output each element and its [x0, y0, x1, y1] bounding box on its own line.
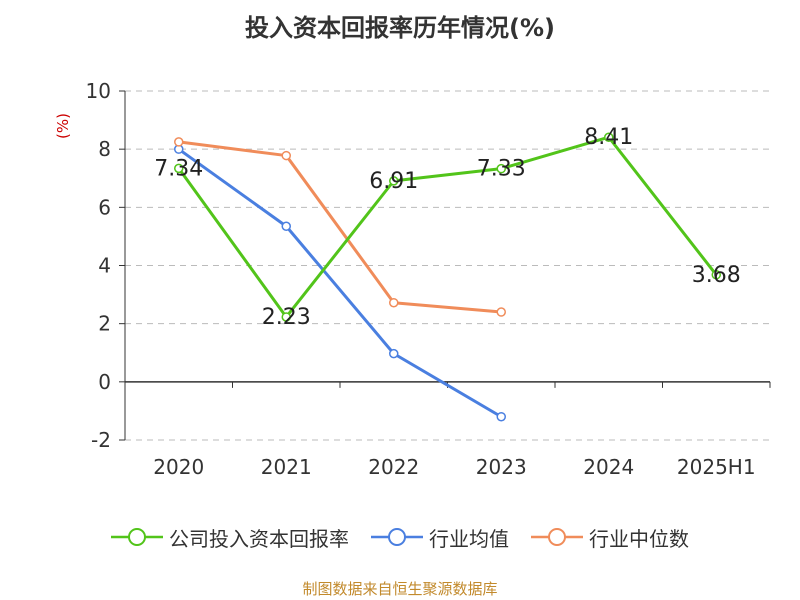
series-line-industry_median: [178, 140, 502, 314]
legend-marker-icon: [111, 528, 163, 546]
legend-label: 公司投入资本回报率: [169, 526, 349, 551]
data-labels: 7.34 2.23 6.91 7.33 8.41 3.68: [154, 125, 740, 330]
series-lines: [174, 132, 721, 422]
data-point-company: [604, 132, 614, 142]
source-note: 制图数据来自恒生聚源数据库: [302, 580, 498, 598]
y-tick-label: 0: [98, 370, 111, 394]
data-label: 7.33: [477, 157, 526, 182]
legend-marker-circle: [128, 528, 146, 546]
legend-item-industry_avg[interactable]: 行业均值: [371, 523, 509, 552]
y-tick-label: 10: [86, 79, 111, 103]
data-point-industry_median: [281, 150, 291, 161]
y-tick-label: 6: [98, 195, 111, 219]
data-point-industry_median: [174, 137, 184, 147]
data-label: 2.23: [262, 305, 311, 330]
data-point-industry_median: [496, 307, 506, 317]
data-label: 6.91: [369, 169, 418, 194]
data-point-company: [711, 270, 721, 280]
legend-label: 行业中位数: [589, 526, 689, 551]
series-line-industry_avg: [177, 147, 503, 419]
legend-item-company[interactable]: 公司投入资本回报率: [111, 523, 349, 552]
axes: -2 0 2 4 6 8 10 (%) 2020 2021 2022 2023 2024 2025H1: [54, 79, 771, 479]
legend-marker-icon: [531, 528, 583, 546]
data-label: 8.41: [584, 125, 633, 150]
data-point-industry_avg: [496, 411, 506, 422]
data-point-industry_avg: [281, 221, 291, 231]
legend-marker-circle: [548, 528, 566, 546]
y-axis-unit-label: (%): [54, 113, 72, 139]
grid-lines: [125, 90, 770, 441]
x-tick-label: 2021: [261, 455, 312, 479]
x-tick-label: 2023: [476, 455, 527, 479]
y-tick-label: 4: [98, 254, 111, 278]
y-tick-label: 8: [98, 137, 111, 161]
data-point-industry_median: [389, 297, 399, 308]
y-tick-label: -2: [91, 428, 111, 452]
data-point-company: [389, 176, 399, 186]
chart-title: 投入资本回报率历年情况(%): [245, 14, 555, 42]
data-point-company: [281, 312, 291, 322]
legend: 公司投入资本回报率 行业均值 行业中位数: [0, 520, 800, 554]
data-point-company: [174, 163, 184, 174]
x-tick-label: 2025H1: [677, 455, 756, 479]
legend-marker-circle: [388, 528, 406, 546]
x-tick-label: 2024: [583, 455, 634, 479]
legend-item-industry_median[interactable]: 行业中位数: [531, 523, 689, 552]
data-label: 3.68: [692, 263, 741, 288]
data-label: 7.34: [154, 156, 203, 181]
x-tick-label: 2022: [368, 455, 419, 479]
data-point-company: [496, 163, 506, 174]
y-tick-label: 2: [98, 312, 111, 336]
legend-label: 行业均值: [429, 526, 509, 551]
data-point-industry_avg: [389, 348, 399, 359]
legend-marker-icon: [371, 528, 423, 546]
x-tick-label: 2020: [153, 455, 204, 479]
series-line-company: [177, 135, 718, 319]
